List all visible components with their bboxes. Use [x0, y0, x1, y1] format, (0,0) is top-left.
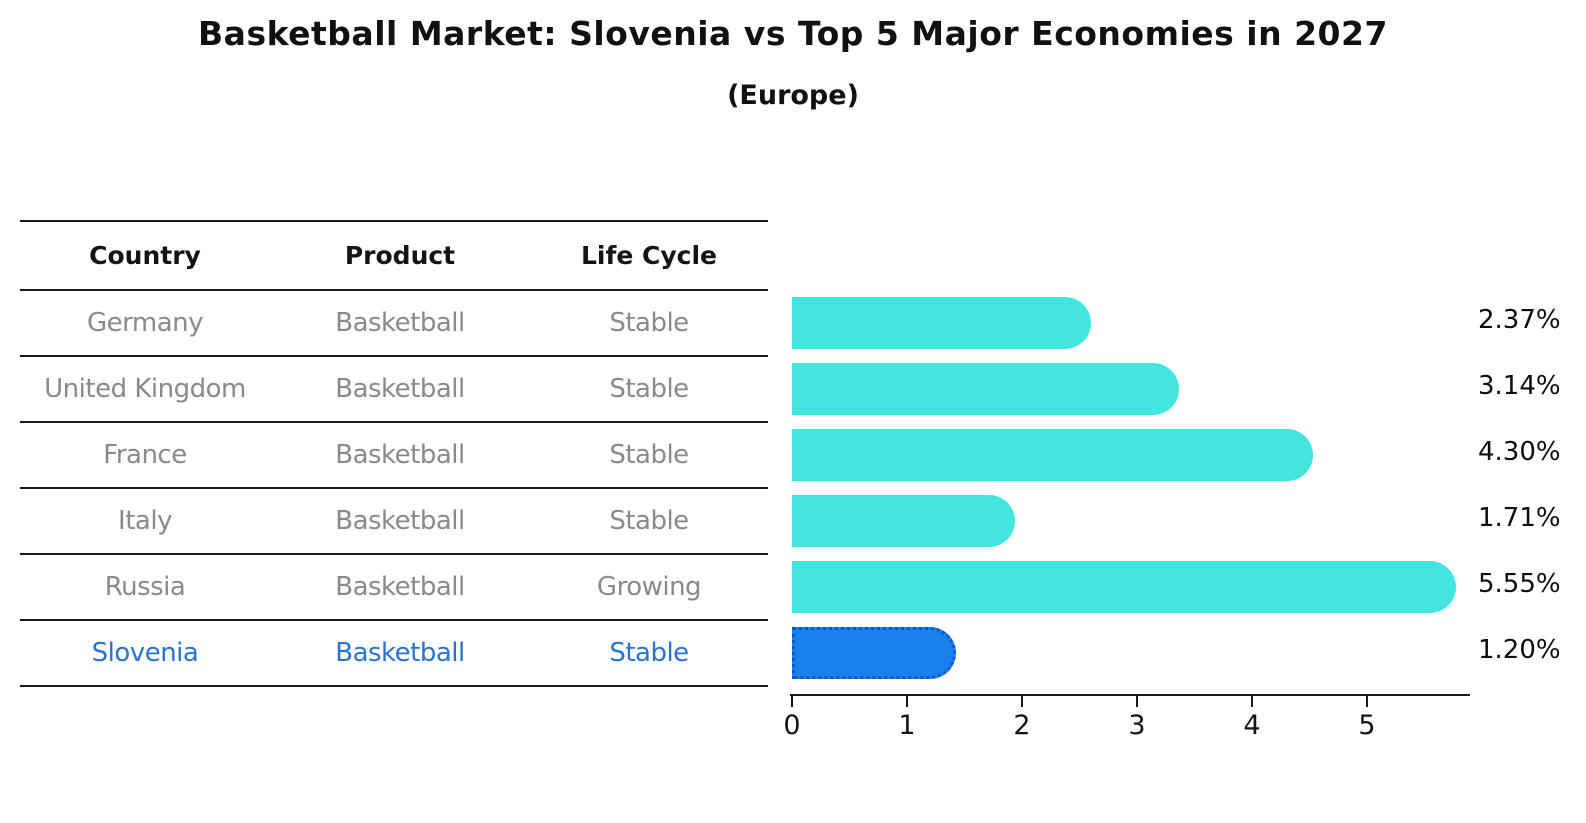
table-row-france: France Basketball Stable	[20, 423, 768, 489]
life-cycle-cell: Stable	[609, 440, 689, 470]
bar-germany	[792, 297, 1091, 349]
value-label-slovenia: 1.20%	[1478, 635, 1561, 665]
x-tick-label-3: 3	[1128, 710, 1146, 741]
country-cell: Italy	[118, 506, 172, 536]
product-cell: Basketball	[335, 506, 465, 536]
bar-slovenia	[792, 627, 956, 679]
table-row-italy: Italy Basketball Stable	[20, 489, 768, 555]
life-cycle-cell: Growing	[596, 572, 702, 602]
table-header-row: Country Product Life Cycle	[20, 222, 768, 291]
x-tick-label-0: 0	[783, 710, 801, 741]
x-axis-line	[790, 694, 1470, 696]
x-tick-2	[1021, 696, 1023, 707]
value-label-france: 4.30%	[1478, 437, 1561, 467]
country-cell: Germany	[86, 308, 204, 338]
x-tick-label-5: 5	[1358, 710, 1376, 741]
x-tick-5	[1366, 696, 1368, 707]
table-row-slovenia: Slovenia Basketball Stable	[20, 621, 768, 687]
bar-united-kingdom	[792, 363, 1180, 415]
chart-subtitle: (Europe)	[727, 80, 859, 111]
bar-russia	[792, 561, 1457, 613]
column-header-product: Product	[344, 241, 456, 270]
table-row-united-kingdom: United Kingdom Basketball Stable	[20, 357, 768, 423]
country-cell: United Kingdom	[44, 374, 246, 404]
chart-title: Basketball Market: Slovenia vs Top 5 Maj…	[198, 14, 1388, 53]
value-label-russia: 5.55%	[1478, 569, 1561, 599]
life-cycle-cell: Stable	[609, 308, 689, 338]
table-row-russia: Russia Basketball Growing	[20, 555, 768, 621]
x-tick-label-4: 4	[1243, 710, 1261, 741]
x-tick-1	[906, 696, 908, 707]
x-tick-3	[1136, 696, 1138, 707]
value-label-italy: 1.71%	[1478, 503, 1561, 533]
country-cell: France	[103, 440, 187, 470]
comparison-table: Country Product Life Cycle Germany Baske…	[20, 220, 768, 687]
product-cell: Basketball	[335, 374, 465, 404]
column-header-country: Country	[89, 241, 201, 270]
x-tick-0	[791, 696, 793, 707]
x-tick-4	[1251, 696, 1253, 707]
life-cycle-cell: Stable	[609, 374, 689, 404]
x-tick-label-2: 2	[1013, 710, 1031, 741]
bar-france	[792, 429, 1313, 481]
value-label-germany: 2.37%	[1478, 305, 1561, 335]
product-cell: Basketball	[335, 308, 465, 338]
life-cycle-cell: Stable	[609, 638, 689, 668]
table-row-germany: Germany Basketball Stable	[20, 291, 768, 357]
country-cell: Slovenia	[91, 638, 199, 668]
product-cell: Basketball	[335, 572, 465, 602]
life-cycle-cell: Stable	[609, 506, 689, 536]
bar-italy	[792, 495, 1015, 547]
column-header-life-cycle: Life Cycle	[580, 241, 718, 270]
value-label-united-kingdom: 3.14%	[1478, 371, 1561, 401]
product-cell: Basketball	[335, 440, 465, 470]
x-tick-label-1: 1	[898, 710, 916, 741]
product-cell: Basketball	[335, 638, 465, 668]
country-cell: Russia	[104, 572, 186, 602]
